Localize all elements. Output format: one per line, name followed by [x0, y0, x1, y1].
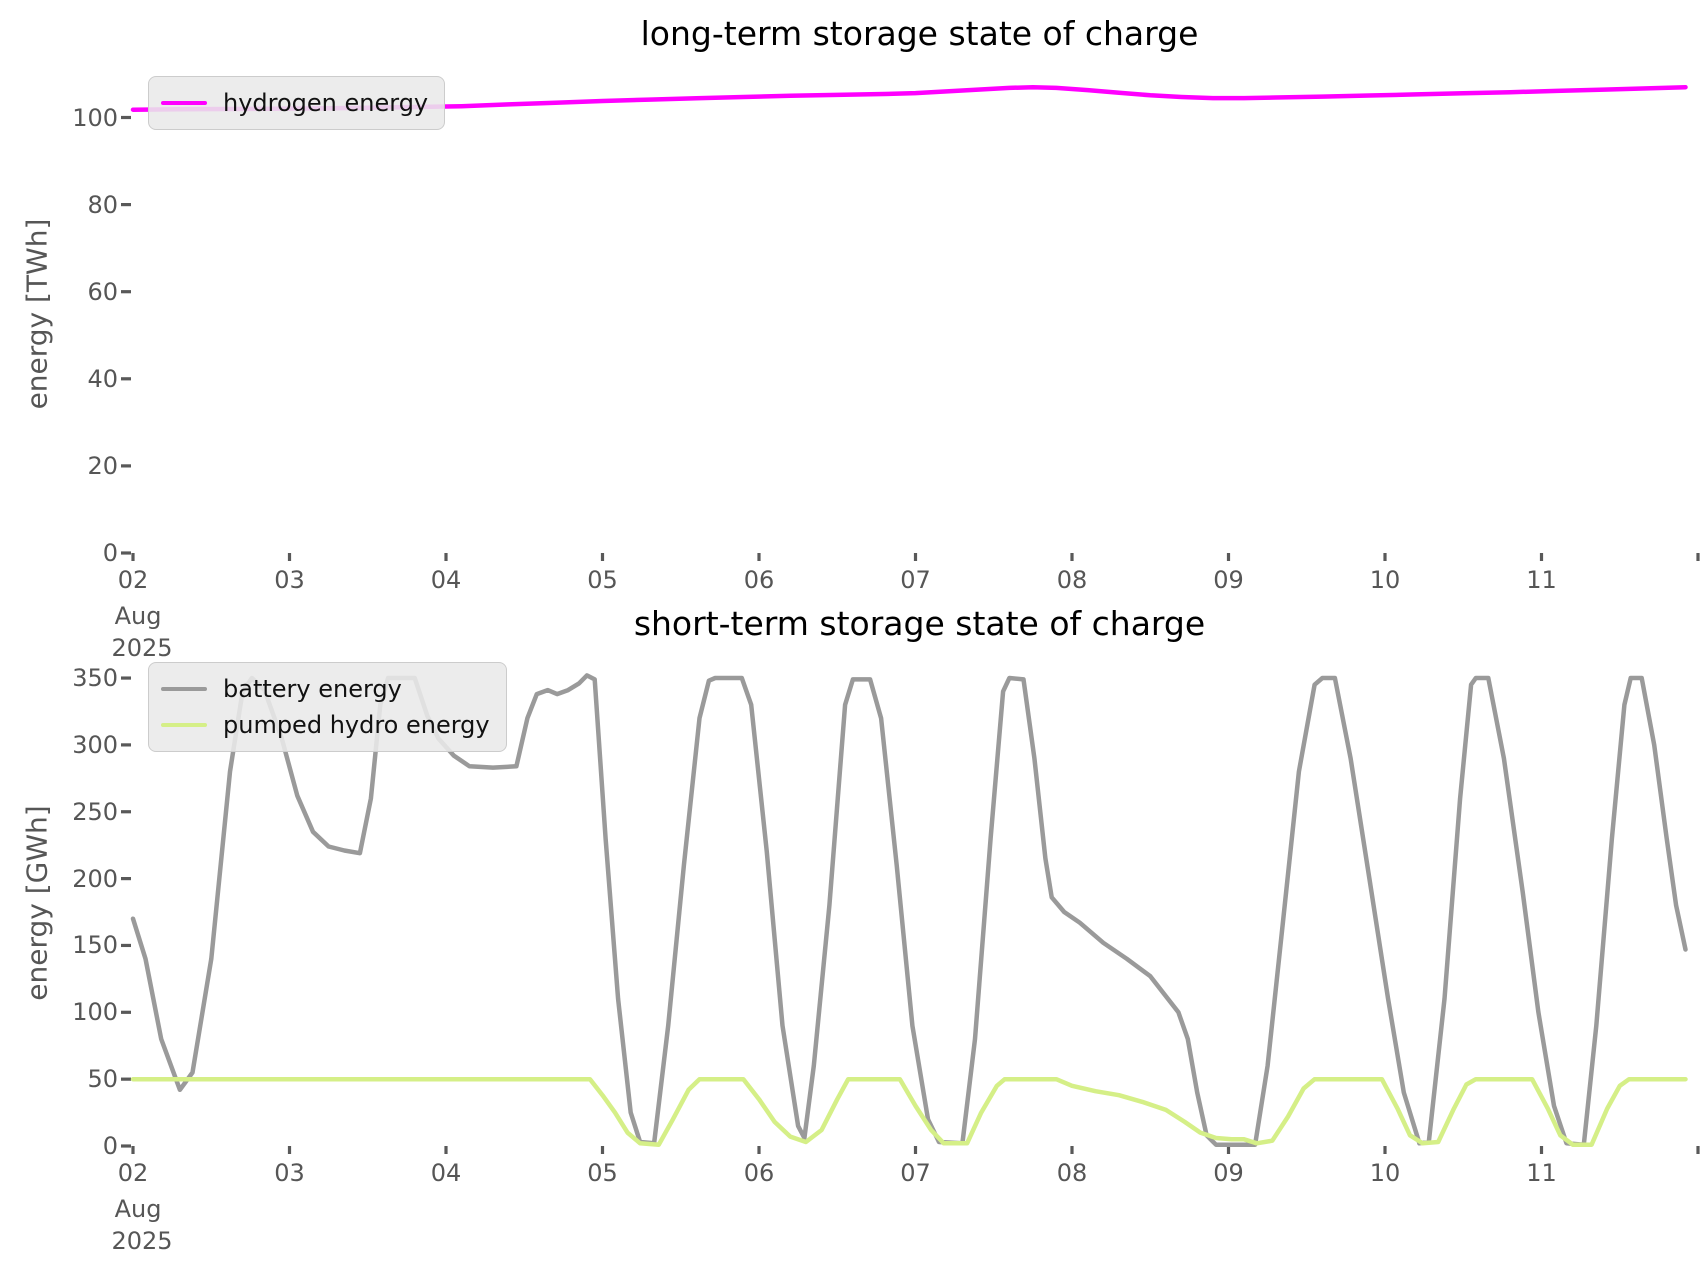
legend-entry-pumped-hydro: pumped hydro energy — [161, 707, 490, 743]
pumped-hydro-energy-line — [130, 1076, 1688, 1147]
x-tick-label: 06 — [743, 566, 775, 594]
hydrogen-legend-label: hydrogen energy — [223, 89, 429, 117]
x-tick-label: 03 — [274, 566, 305, 594]
x-month-label: Aug — [114, 1195, 162, 1223]
x-tick-label: 11 — [1526, 566, 1557, 594]
short-term-legend: battery energy pumped hydro energy — [148, 662, 507, 752]
y-tick-label: 40 — [87, 364, 118, 393]
x-tick-label: 02 — [117, 1159, 149, 1187]
short-term-chart-title: short-term storage state of charge — [633, 604, 1206, 643]
y-tick-label: 200 — [72, 864, 118, 893]
x-tick-label: 06 — [743, 1159, 775, 1187]
y-tick-label: 60 — [87, 277, 118, 306]
x-tick-label: 07 — [900, 1159, 931, 1187]
short-term-y-axis-label: energy [GWh] — [20, 805, 54, 1001]
y-tick-label: 100 — [72, 103, 118, 132]
x-tick-label: 05 — [587, 1159, 618, 1187]
x-tick-label: 09 — [1213, 1159, 1244, 1187]
x-tick-label: 10 — [1369, 566, 1401, 594]
x-tick-label: 03 — [274, 1159, 305, 1187]
y-tick-label: 0 — [102, 539, 118, 567]
y-tick-label: 350 — [72, 664, 118, 693]
legend-entry-battery: battery energy — [161, 671, 490, 707]
x-tick-label: 04 — [430, 1159, 462, 1187]
y-tick-label: 100 — [72, 998, 118, 1027]
long-term-legend: hydrogen energy — [148, 76, 446, 130]
x-month-label: Aug — [114, 602, 162, 630]
x-year-label: 2025 — [111, 634, 173, 662]
y-tick-label: 300 — [72, 730, 118, 759]
x-tick-label: 05 — [587, 566, 618, 594]
pumped-hydro-legend-line-swatch — [161, 722, 207, 728]
x-tick-label: 02 — [117, 566, 149, 594]
pumped-hydro-legend-label: pumped hydro energy — [223, 711, 490, 739]
long-term-chart-title: long-term storage state of charge — [640, 14, 1199, 53]
hydrogen-legend-line-swatch — [161, 100, 207, 106]
battery-legend-label: battery energy — [223, 675, 402, 703]
x-tick-label: 08 — [1056, 566, 1088, 594]
x-tick-label: 11 — [1526, 1159, 1557, 1187]
battery-legend-line-swatch — [161, 686, 207, 692]
x-tick-label: 04 — [430, 566, 462, 594]
y-tick-label: 80 — [87, 190, 118, 219]
x-tick-label: 07 — [900, 566, 931, 594]
y-tick-label: 0 — [102, 1132, 118, 1160]
legend-entry-hydrogen: hydrogen energy — [161, 85, 428, 121]
y-tick-label: 50 — [87, 1065, 118, 1094]
x-year-label: 2025 — [111, 1227, 173, 1255]
x-tick-label: 09 — [1213, 566, 1244, 594]
x-tick-label: 08 — [1056, 1159, 1088, 1187]
y-tick-label: 250 — [72, 797, 118, 826]
y-tick-label: 20 — [87, 451, 118, 480]
x-tick-label: 10 — [1369, 1159, 1401, 1187]
y-tick-label: 150 — [72, 931, 118, 960]
